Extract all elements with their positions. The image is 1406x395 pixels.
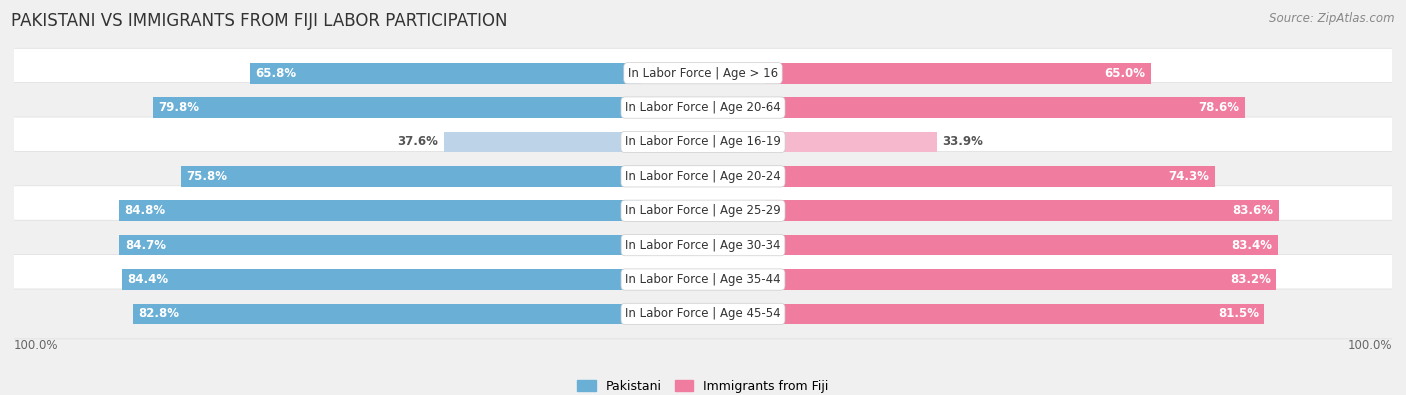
Bar xyxy=(765,97,1244,118)
Text: Source: ZipAtlas.com: Source: ZipAtlas.com xyxy=(1270,12,1395,25)
Text: In Labor Force | Age 20-64: In Labor Force | Age 20-64 xyxy=(626,101,780,114)
Bar xyxy=(765,166,1215,187)
Text: In Labor Force | Age 45-54: In Labor Force | Age 45-54 xyxy=(626,307,780,320)
FancyBboxPatch shape xyxy=(13,151,1393,201)
Text: 75.8%: 75.8% xyxy=(186,170,228,183)
Legend: Pakistani, Immigrants from Fiji: Pakistani, Immigrants from Fiji xyxy=(572,375,834,395)
Text: 74.3%: 74.3% xyxy=(1168,170,1209,183)
Text: 33.9%: 33.9% xyxy=(942,135,983,149)
FancyBboxPatch shape xyxy=(13,220,1393,270)
Bar xyxy=(120,235,641,256)
FancyBboxPatch shape xyxy=(13,186,1393,236)
Text: 65.8%: 65.8% xyxy=(254,67,297,80)
Text: 100.0%: 100.0% xyxy=(14,339,59,352)
Bar xyxy=(153,97,641,118)
Text: PAKISTANI VS IMMIGRANTS FROM FIJI LABOR PARTICIPATION: PAKISTANI VS IMMIGRANTS FROM FIJI LABOR … xyxy=(11,12,508,30)
Bar xyxy=(444,132,641,152)
FancyBboxPatch shape xyxy=(13,117,1393,167)
Bar xyxy=(181,166,641,187)
Text: 84.4%: 84.4% xyxy=(127,273,169,286)
Text: In Labor Force | Age > 16: In Labor Force | Age > 16 xyxy=(628,67,778,80)
Text: In Labor Force | Age 35-44: In Labor Force | Age 35-44 xyxy=(626,273,780,286)
Text: 84.8%: 84.8% xyxy=(124,204,166,217)
Text: In Labor Force | Age 30-34: In Labor Force | Age 30-34 xyxy=(626,239,780,252)
Text: 65.0%: 65.0% xyxy=(1104,67,1146,80)
FancyBboxPatch shape xyxy=(13,83,1393,132)
Text: In Labor Force | Age 16-19: In Labor Force | Age 16-19 xyxy=(626,135,780,149)
Bar xyxy=(121,269,641,290)
Bar xyxy=(765,200,1279,221)
Bar xyxy=(765,235,1278,256)
Text: 83.4%: 83.4% xyxy=(1232,239,1272,252)
Text: 83.2%: 83.2% xyxy=(1230,273,1271,286)
Bar xyxy=(765,132,936,152)
FancyBboxPatch shape xyxy=(13,255,1393,305)
Text: 84.7%: 84.7% xyxy=(125,239,166,252)
Text: 82.8%: 82.8% xyxy=(138,307,179,320)
Text: 79.8%: 79.8% xyxy=(159,101,200,114)
Text: In Labor Force | Age 25-29: In Labor Force | Age 25-29 xyxy=(626,204,780,217)
Bar xyxy=(765,304,1264,324)
Text: 83.6%: 83.6% xyxy=(1233,204,1274,217)
Bar xyxy=(132,304,641,324)
Text: 78.6%: 78.6% xyxy=(1198,101,1239,114)
Bar xyxy=(118,200,641,221)
Text: 37.6%: 37.6% xyxy=(398,135,439,149)
Bar xyxy=(765,269,1277,290)
Text: 100.0%: 100.0% xyxy=(1347,339,1392,352)
Bar xyxy=(765,63,1152,83)
Bar xyxy=(250,63,641,83)
FancyBboxPatch shape xyxy=(13,48,1393,98)
FancyBboxPatch shape xyxy=(13,289,1393,339)
Text: In Labor Force | Age 20-24: In Labor Force | Age 20-24 xyxy=(626,170,780,183)
Text: 81.5%: 81.5% xyxy=(1218,307,1258,320)
